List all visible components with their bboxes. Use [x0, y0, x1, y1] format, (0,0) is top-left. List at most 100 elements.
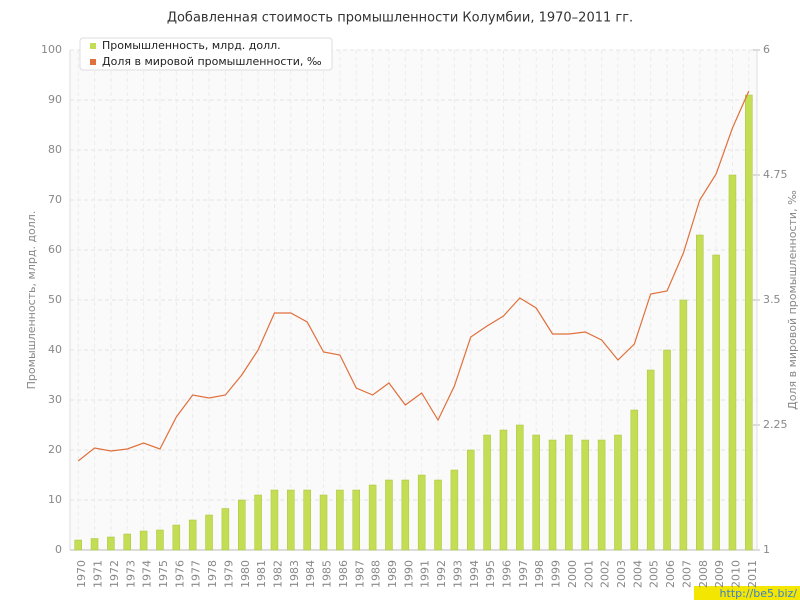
bar: [172, 524, 181, 551]
x-tick-label: 2006: [664, 560, 677, 588]
bar: [336, 489, 344, 551]
legend-marker: [90, 59, 96, 65]
x-tick-label: 1973: [124, 560, 137, 588]
x-tick-label: 2011: [746, 560, 759, 588]
chart-title: Добавленная стоимость промышленности Кол…: [167, 11, 633, 26]
x-tick-label: 1986: [337, 560, 350, 588]
bar: [139, 530, 148, 551]
y-tick-label: 20: [48, 443, 62, 456]
y2-tick-label: 1: [763, 543, 770, 556]
y-tick-label: 90: [48, 93, 62, 106]
bar: [565, 434, 573, 551]
bar: [352, 489, 360, 551]
x-tick-label: 1978: [206, 560, 219, 588]
bar: [450, 469, 459, 551]
y-tick-label: 50: [48, 293, 62, 306]
bar: [303, 489, 311, 551]
bar: [728, 174, 737, 551]
x-tick-label: 2007: [680, 560, 693, 588]
x-tick-label: 1994: [468, 560, 481, 588]
x-tick-label: 1980: [239, 560, 252, 588]
watermark: http://be5.biz/: [720, 587, 798, 600]
x-tick-label: 2004: [631, 560, 644, 588]
bar: [254, 494, 262, 551]
x-tick-label: 1971: [92, 560, 105, 588]
x-tick-label: 1991: [419, 560, 432, 588]
x-tick-label: 1976: [173, 560, 186, 588]
legend-box: [79, 37, 333, 71]
bar: [483, 434, 491, 551]
y-tick-label: 60: [48, 243, 62, 256]
x-tick-label: 1990: [402, 560, 415, 588]
bar: [630, 409, 639, 551]
x-tick-label: 1984: [304, 560, 317, 588]
x-tick-label: 1999: [550, 560, 563, 588]
bar: [401, 479, 410, 551]
x-tick-label: 1992: [435, 560, 448, 588]
x-tick-label: 1970: [75, 560, 88, 588]
x-tick-label: 1985: [321, 560, 334, 588]
bar: [270, 489, 279, 551]
y2-tick-label: 6: [763, 43, 770, 56]
y-tick-label: 70: [48, 193, 62, 206]
x-tick-label: 2005: [648, 560, 661, 588]
bar: [434, 479, 442, 551]
x-tick-label: 2008: [697, 560, 710, 588]
x-tick-label: 1998: [533, 560, 546, 588]
bar: [499, 429, 508, 551]
x-tick-label: 1997: [517, 560, 530, 588]
x-tick-label: 1996: [500, 560, 513, 588]
bar: [368, 484, 377, 551]
bar: [221, 508, 230, 551]
x-tick-label: 1972: [108, 560, 121, 588]
x-tick-label: 1982: [271, 560, 284, 588]
y-tick-label: 100: [41, 43, 62, 56]
bar: [156, 529, 164, 551]
bar: [516, 424, 524, 551]
y-tick-label: 80: [48, 143, 62, 156]
bar: [679, 299, 688, 551]
bar: [696, 234, 704, 551]
bar: [90, 538, 99, 551]
y2-tick-label: 2.25: [763, 418, 788, 431]
y2-axis-label: Доля в мировой промышленности, ‰: [786, 190, 799, 410]
bar: [663, 349, 671, 551]
x-tick-label: 1988: [370, 560, 383, 588]
bar: [712, 254, 720, 551]
x-tick-label: 1983: [288, 560, 301, 588]
bar: [532, 434, 540, 551]
legend-label: Промышленность, млрд. долл.: [102, 39, 281, 52]
x-tick-label: 2009: [713, 560, 726, 588]
x-tick-label: 1977: [190, 560, 203, 588]
bar: [548, 439, 557, 551]
legend-label: Доля в мировой промышленности, ‰: [102, 55, 322, 68]
y-tick-label: 30: [48, 393, 62, 406]
bar: [287, 489, 295, 551]
bar: [385, 479, 393, 551]
bar: [581, 439, 589, 551]
y-axis-label: Промышленность, млрд. долл.: [25, 211, 38, 390]
bar: [238, 499, 246, 551]
legend-marker: [90, 43, 96, 49]
x-tick-label: 1981: [255, 560, 268, 588]
x-tick-label: 2003: [615, 560, 628, 588]
y-tick-label: 0: [55, 543, 62, 556]
x-tick-label: 2002: [599, 560, 612, 588]
bar: [745, 94, 753, 551]
bar: [107, 536, 115, 551]
x-tick-label: 1975: [157, 560, 170, 588]
y-tick-label: 10: [48, 493, 62, 506]
x-tick-label: 2001: [582, 560, 595, 588]
line: [77, 90, 750, 462]
y2-tick-label: 3.5: [763, 293, 781, 306]
x-tick-label: 1987: [353, 560, 366, 588]
y-tick-label: 40: [48, 343, 62, 356]
x-tick-label: 1989: [386, 560, 399, 588]
bar: [614, 434, 622, 551]
bar: [188, 519, 197, 551]
watermark-bg: [694, 586, 800, 600]
x-tick-label: 2000: [566, 560, 579, 588]
bar: [646, 369, 655, 551]
y2-tick-label: 4.75: [763, 168, 788, 181]
